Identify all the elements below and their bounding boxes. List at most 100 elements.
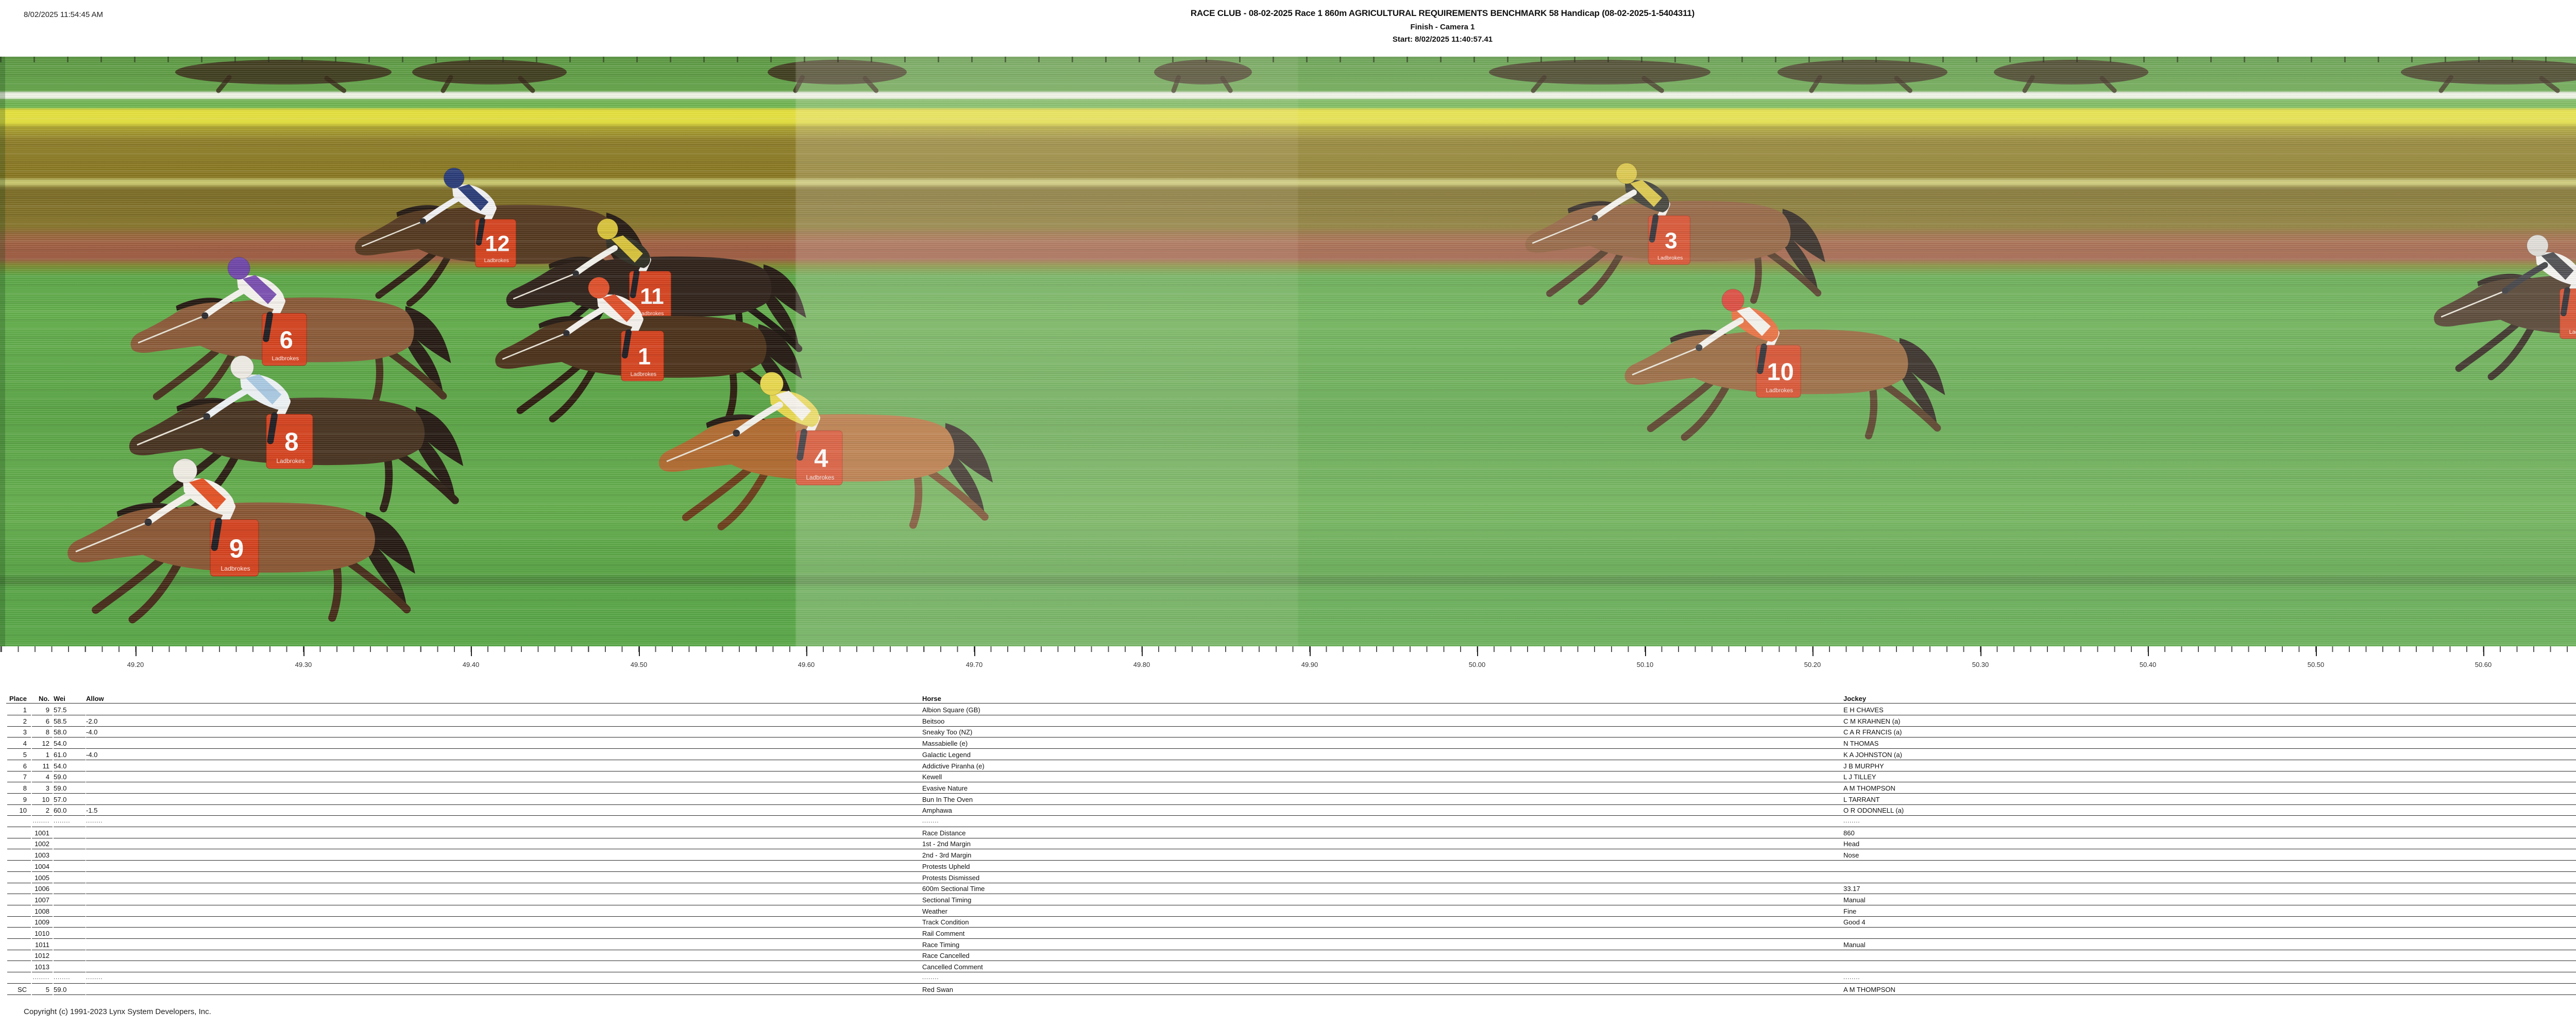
row-underline bbox=[7, 916, 31, 917]
cell-horse: 1st - 2nd Margin bbox=[922, 840, 971, 848]
info-row: 1006 600m Sectional Time 33.17 bbox=[0, 883, 2576, 895]
cell-allow: -2.0 bbox=[86, 717, 98, 725]
cell-horse: Cancelled Comment bbox=[922, 963, 983, 971]
horse-6: 6 Ladbrokes bbox=[130, 256, 451, 409]
row-underline bbox=[86, 983, 2576, 984]
timeline-tick-label: 49.30 bbox=[295, 661, 312, 668]
cell-horse: Protests Upheld bbox=[922, 862, 970, 870]
info-row: 1007 Sectional Timing Manual bbox=[0, 895, 2576, 905]
row-underline bbox=[7, 726, 31, 727]
svg-text:Ladbrokes: Ladbrokes bbox=[631, 371, 657, 378]
timeline-tick-label: 49.80 bbox=[1133, 661, 1150, 668]
row-underline bbox=[54, 737, 86, 738]
mirror-horse-fragment bbox=[1154, 60, 1252, 84]
cell-jockey: 33.17 bbox=[1843, 885, 1860, 893]
row-underline bbox=[54, 927, 86, 928]
cell-jockey: Fine bbox=[1843, 907, 1857, 915]
cell-jockey: A M THOMPSON bbox=[1843, 985, 1895, 993]
row-underline bbox=[54, 994, 86, 995]
timeline-tick-label: 50.50 bbox=[2307, 661, 2325, 668]
cell-wei: 60.0 bbox=[54, 807, 67, 815]
info-row: 1008 Weather Fine bbox=[0, 906, 2576, 917]
cell-horse: Race Timing bbox=[922, 940, 960, 949]
cell-no: 1005 bbox=[35, 873, 49, 882]
cell-jockey: C M KRAHNEN (a) bbox=[1843, 717, 1901, 725]
info-row: 1013 Cancelled Comment bbox=[0, 962, 2576, 973]
cell-no: ........ bbox=[32, 974, 49, 981]
cell-jockey: O R ODONNELL (a) bbox=[1843, 807, 1904, 815]
cell-jockey: L TARRANT bbox=[1843, 795, 1880, 803]
cell-no: 1008 bbox=[35, 907, 49, 915]
cell-allow: ........ bbox=[86, 974, 103, 981]
info-row: 1009 Track Condition Good 4 bbox=[0, 917, 2576, 928]
timeline-tick bbox=[1980, 646, 1981, 656]
svg-text:8: 8 bbox=[284, 428, 298, 456]
svg-text:4: 4 bbox=[814, 445, 828, 473]
cell-horse: Track Condition bbox=[922, 918, 969, 927]
mirror-horse-fragment bbox=[175, 60, 392, 84]
cell-horse: Massabielle (e) bbox=[922, 740, 968, 748]
header-underline bbox=[6, 703, 2576, 704]
cell-place: 5 bbox=[23, 750, 27, 759]
svg-text:1: 1 bbox=[638, 343, 651, 369]
svg-text:Ladbrokes: Ladbrokes bbox=[1657, 255, 1683, 261]
cell-no: 1012 bbox=[35, 952, 49, 960]
cell-no: 6 bbox=[45, 717, 49, 725]
cell-jockey: ........ bbox=[1843, 818, 1860, 824]
row-underline bbox=[7, 994, 31, 995]
mirror-horse-legs bbox=[2022, 75, 2117, 93]
cell-no: 1009 bbox=[35, 918, 49, 927]
cell-no: 10 bbox=[42, 795, 49, 803]
cell-jockey: N THOMAS bbox=[1843, 740, 1879, 748]
timeline-tick-label: 49.70 bbox=[965, 661, 983, 668]
result-row: 5 1 61.0 -4.0 Galactic Legend K A JOHNSTON (a… bbox=[0, 749, 2576, 760]
timeline-tick bbox=[1477, 646, 1478, 656]
row-underline bbox=[32, 793, 53, 794]
cell-no: 1007 bbox=[35, 896, 49, 904]
cell-no: No. bbox=[39, 695, 49, 702]
cell-horse: Sectional Timing bbox=[922, 896, 972, 904]
row-underline bbox=[86, 737, 2576, 738]
info-row: 1005 Protests Dismissed bbox=[0, 872, 2576, 883]
cell-horse: Kewell bbox=[922, 773, 942, 781]
mirror-horse-fragment bbox=[412, 60, 567, 84]
strip-left-edge bbox=[0, 57, 5, 646]
row-underline bbox=[54, 793, 86, 794]
info-row: 1011 Race Timing Manual bbox=[0, 939, 2576, 950]
timeline-tick bbox=[974, 646, 975, 656]
horse-3: 3 Ladbrokes bbox=[1525, 163, 1825, 305]
table-header-row: PlaceNo.WeiAllowHorseJockeyS/PTimeLength… bbox=[0, 693, 2576, 704]
row-underline bbox=[54, 916, 86, 917]
row-underline bbox=[7, 871, 31, 872]
row-underline bbox=[86, 871, 2576, 872]
row-underline bbox=[32, 916, 53, 917]
mirror-horse-fragment bbox=[1777, 60, 1947, 84]
cell-jockey: Good 4 bbox=[1843, 918, 1866, 927]
row-underline bbox=[32, 726, 53, 727]
row-underline bbox=[54, 726, 86, 727]
strip-timing-ticks bbox=[0, 57, 2576, 62]
svg-text:3: 3 bbox=[1665, 228, 1677, 253]
timeline-tick-label: 50.40 bbox=[2139, 661, 2157, 668]
mirror-horse-legs bbox=[1809, 75, 1912, 93]
cell-jockey: K A JOHNSTON (a) bbox=[1843, 750, 1902, 759]
timeline-tick bbox=[2148, 646, 2149, 656]
cell-horse: Sneaky Too (NZ) bbox=[922, 728, 973, 736]
photo-finish-strip: 3 Ladbrokes 12 Ladbrokes bbox=[0, 57, 2576, 646]
cell-allow: -4.0 bbox=[86, 728, 98, 736]
cell-no: 9 bbox=[45, 706, 49, 714]
mirror-horse-legs bbox=[793, 75, 879, 93]
row-underline bbox=[32, 815, 53, 816]
cell-horse: ........ bbox=[922, 974, 939, 981]
cell-no: 5 bbox=[45, 985, 49, 993]
mirror-horse-legs bbox=[1171, 75, 1233, 93]
svg-text:Ladbrokes: Ladbrokes bbox=[1766, 387, 1793, 393]
svg-text:10: 10 bbox=[1767, 358, 1794, 385]
separator-row: ........................................ bbox=[0, 816, 2576, 827]
timeline-tick bbox=[639, 646, 640, 656]
row-underline bbox=[54, 983, 86, 984]
timeline-tick bbox=[471, 646, 472, 656]
timeline-tick bbox=[2316, 646, 2317, 656]
